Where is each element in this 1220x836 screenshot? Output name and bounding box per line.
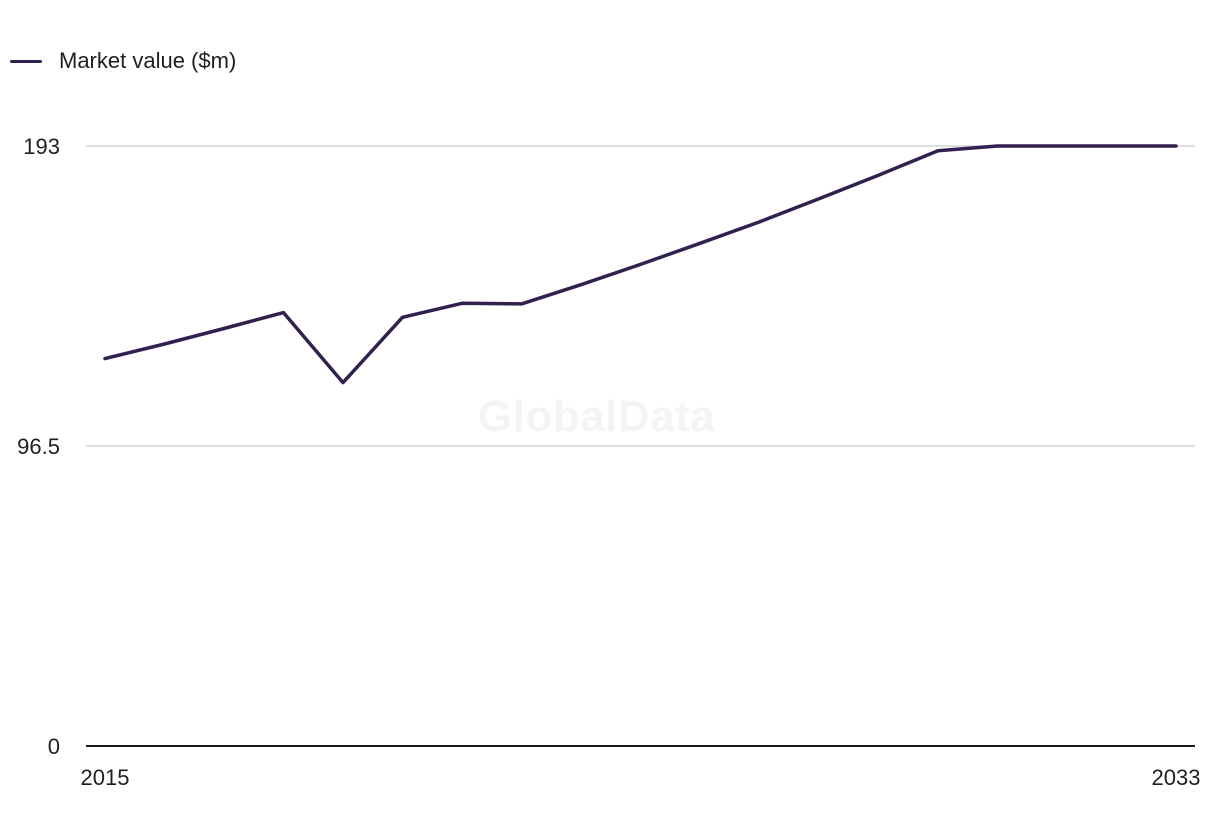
x-tick-labels: 2015 2033 xyxy=(81,765,1201,790)
x-tick-label: 2033 xyxy=(1152,765,1201,790)
y-tick-label: 96.5 xyxy=(17,434,60,459)
series-line-market-value xyxy=(103,144,1178,385)
legend: Market value ($m) xyxy=(10,46,236,76)
gridlines xyxy=(86,145,1195,447)
y-tick-labels: 0 96.5 193 xyxy=(17,134,60,759)
y-tick-label: 193 xyxy=(23,134,60,159)
x-tick-label: 2015 xyxy=(81,765,130,790)
y-tick-label: 0 xyxy=(48,734,60,759)
legend-label: Market value ($m) xyxy=(59,48,237,73)
watermark: GlobalData xyxy=(478,392,716,441)
legend-swatch xyxy=(10,59,42,63)
series-layer xyxy=(103,144,1178,385)
